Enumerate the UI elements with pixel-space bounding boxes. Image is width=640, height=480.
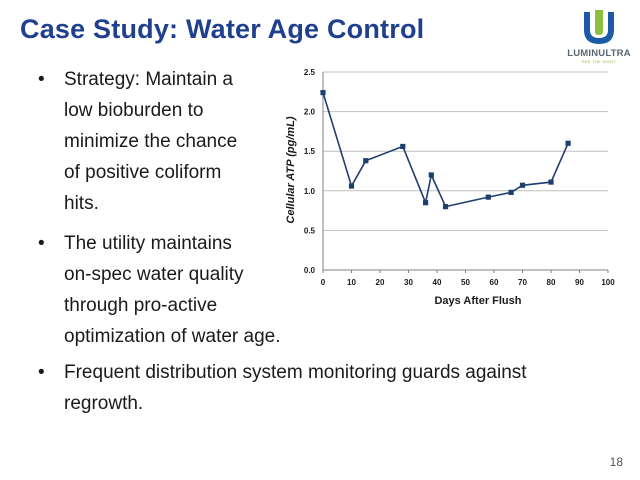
logo-tagline: SEE THE SIGHT	[581, 59, 617, 64]
y-tick-label: 2.5	[304, 68, 316, 77]
y-axis-label: Cellular ATP (pg/mL)	[285, 116, 297, 223]
bullet-line: Strategy: Maintain a	[64, 69, 233, 90]
bullet-line: of positive coliform	[64, 162, 222, 183]
bullet-marker: •	[38, 233, 45, 254]
bullet-marker: •	[38, 69, 45, 90]
x-tick-label: 80	[547, 278, 556, 287]
data-point	[442, 204, 449, 210]
chart-axes	[322, 72, 609, 273]
y-tick-label: 2.0	[304, 108, 316, 117]
data-point	[485, 194, 491, 200]
x-tick-label: 10	[347, 278, 356, 287]
bullet-line: Frequent distribution system monitoring …	[64, 362, 527, 383]
chart-grid	[323, 71, 608, 231]
x-tick-label: 70	[518, 278, 527, 287]
atp-line-chart: 0.0 0.5 1.0 1.5 2.0 2.5 0 10 20 30 40 50 60 70 80 90 100…	[285, 68, 615, 307]
data-point	[423, 200, 429, 206]
y-tick-label: 1.0	[304, 187, 316, 196]
series-cellular-atp	[320, 89, 571, 210]
x-tick-label: 90	[575, 278, 584, 287]
bullet-line: optimization of water age.	[64, 326, 281, 347]
bullet-line: on-spec water quality	[64, 264, 244, 285]
luminultra-logo-icon	[584, 10, 614, 44]
data-point	[519, 182, 526, 188]
slide-title: Case Study: Water Age Control	[20, 14, 425, 44]
data-point	[565, 140, 571, 146]
data-point	[400, 143, 406, 150]
data-point	[428, 172, 434, 178]
x-tick-label: 30	[404, 278, 413, 287]
data-point	[320, 89, 326, 96]
data-point	[548, 179, 554, 185]
bullet-line: hits.	[64, 193, 99, 214]
x-tick-label: 40	[433, 278, 442, 287]
bullet-line: regrowth.	[64, 393, 144, 414]
bullet-line: low bioburden to	[64, 100, 204, 121]
data-point	[348, 183, 355, 189]
logo-name: LUMINULTRA	[567, 48, 631, 59]
chart-tick-labels: 0.0 0.5 1.0 1.5 2.0 2.5 0 10 20 30 40 50 60 70 80 90 100	[304, 68, 615, 287]
x-tick-label: 50	[461, 278, 470, 287]
y-tick-label: 1.5	[304, 147, 316, 156]
y-tick-label: 0.0	[304, 266, 316, 275]
x-tick-label: 100	[601, 278, 615, 287]
bullet-marker: •	[38, 362, 45, 383]
x-tick-label: 60	[490, 278, 499, 287]
series-line	[322, 92, 569, 208]
x-tick-label: 0	[321, 278, 326, 287]
bullet-line: through pro-active	[64, 295, 218, 316]
page-number: 18	[609, 455, 623, 469]
x-axis-label: Days After Flush	[434, 295, 521, 307]
data-point	[508, 189, 514, 195]
company-logo: LUMINULTRA SEE THE SIGHT	[562, 8, 636, 66]
bullet-line: minimize the chance	[64, 131, 238, 152]
y-tick-label: 0.5	[304, 226, 316, 235]
bullet-line: The utility maintains	[64, 233, 232, 254]
data-point	[363, 158, 369, 164]
x-tick-label: 20	[376, 278, 385, 287]
